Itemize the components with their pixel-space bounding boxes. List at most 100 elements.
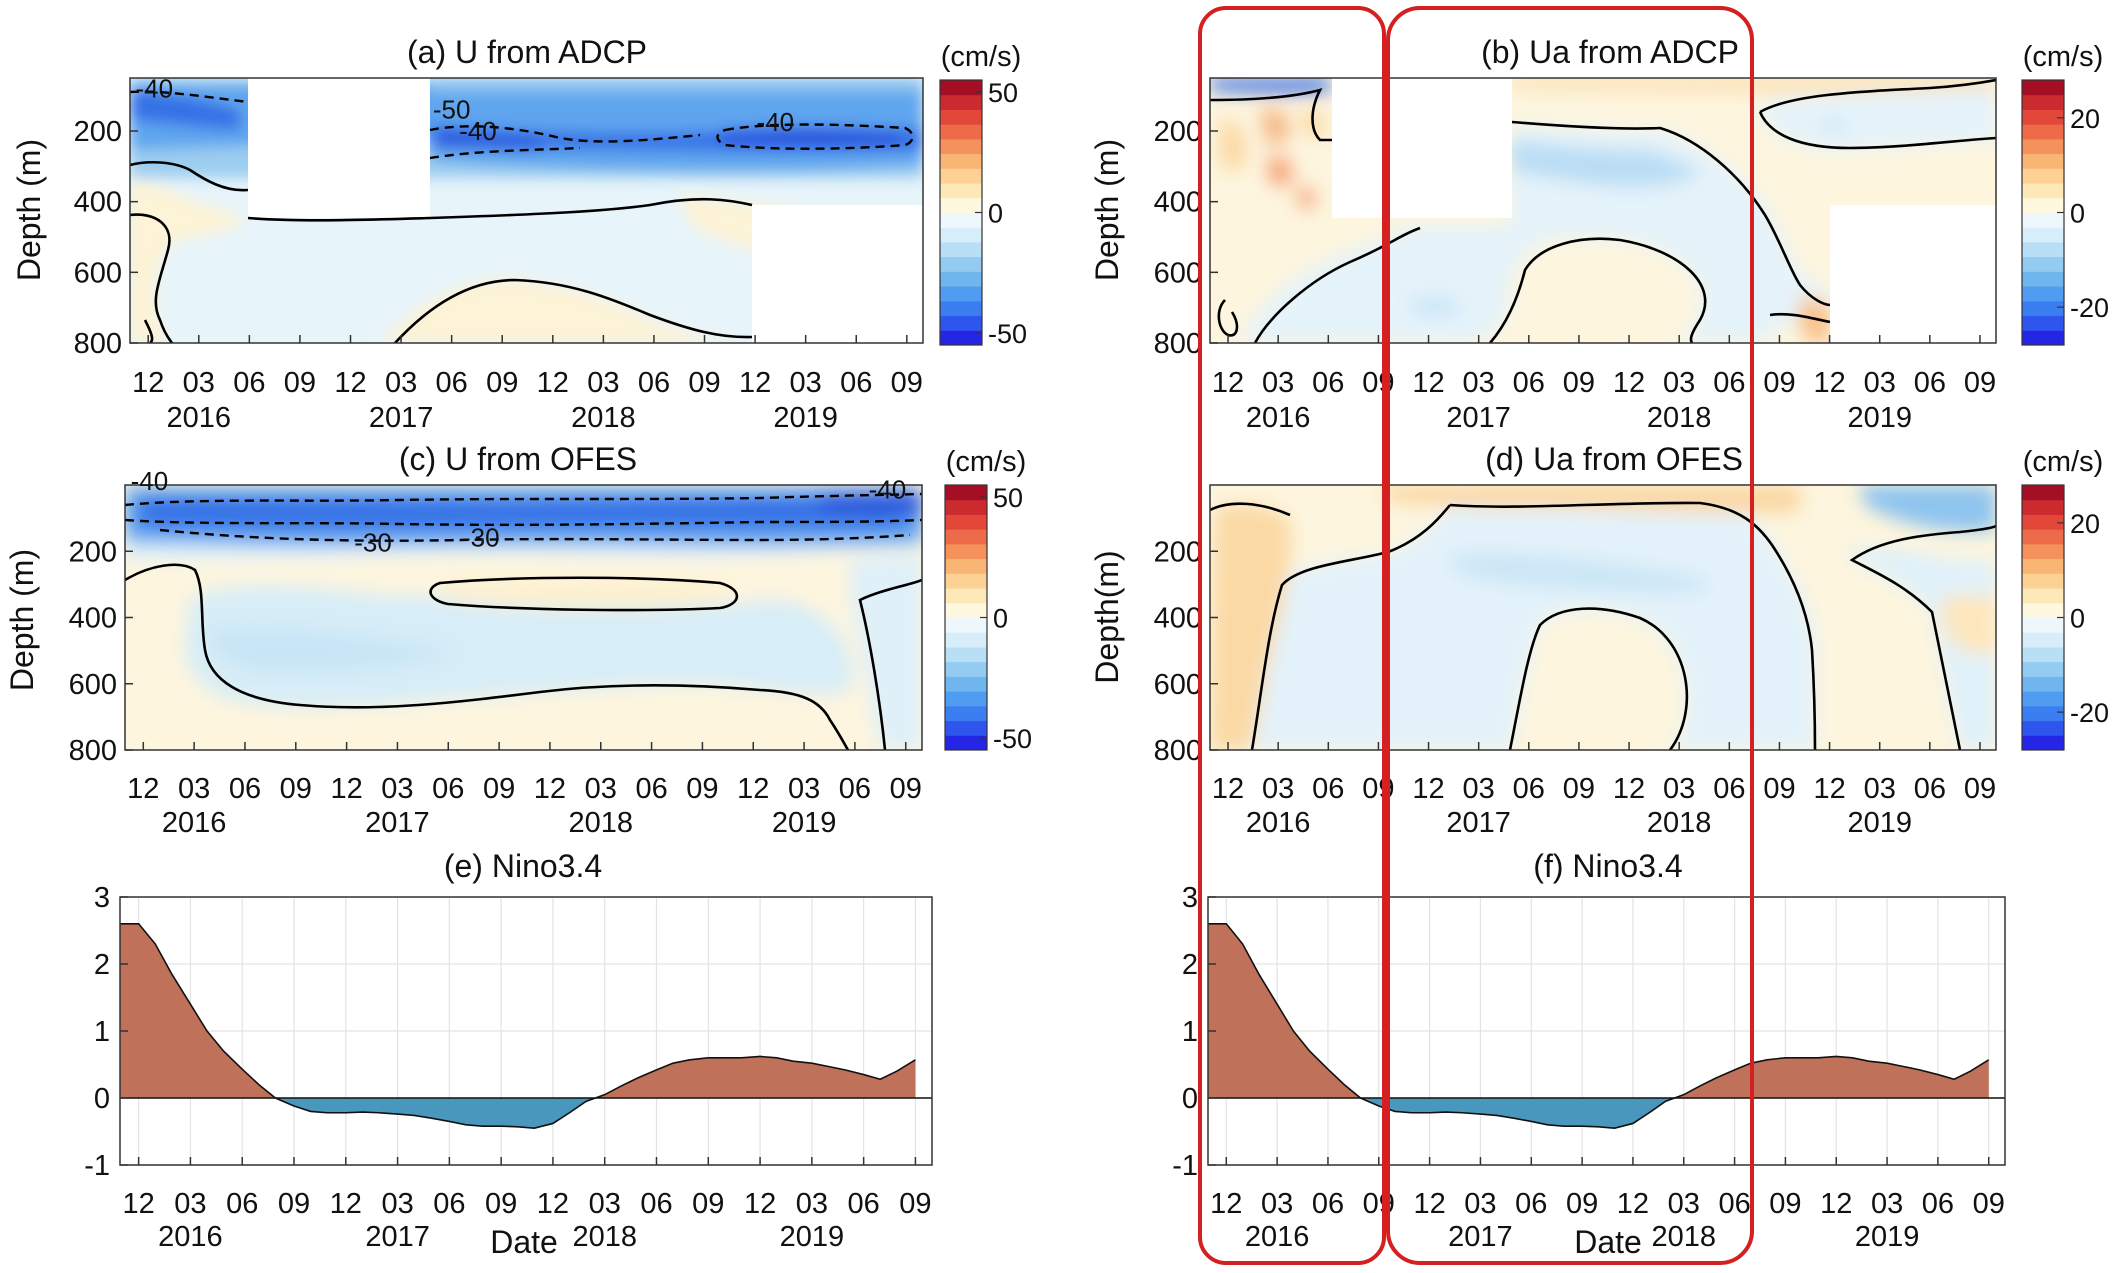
x-tick-label: 12 — [1210, 1188, 1242, 1220]
panel-e-title: (e) Nino3.4 — [444, 848, 602, 884]
x-tick-label: 06 — [1513, 773, 1545, 805]
x-tick-label: 03 — [1261, 1188, 1293, 1220]
colorbar-swatch — [2022, 499, 2064, 515]
panel-c-cool-right — [850, 555, 922, 750]
x-tick-label: 03 — [796, 1188, 828, 1220]
colorbar-swatch — [2022, 676, 2064, 692]
panel-a-zero-contour-5 — [143, 319, 154, 343]
colorbar-tick-label: 20 — [2070, 104, 2100, 134]
x-tick-label: 03 — [1262, 367, 1294, 399]
panel-d-warm-right — [1940, 594, 1996, 654]
colorbar-swatch — [2022, 168, 2064, 184]
panel-e-x-axis: 12 03 06 09 12 03 06 09 12 03 06 09 12 03 06 09 2016 2017… — [123, 1157, 932, 1253]
colorbar-swatch — [2022, 212, 2064, 228]
panel-c-colorbar: 50 0 -50 (cm/s) — [944, 446, 1032, 754]
panel-d-surface-jet-outer — [1860, 485, 1996, 532]
x-tick-label: 09 — [278, 1188, 310, 1220]
panel-a-zero-contour-3 — [247, 197, 753, 222]
colorbar-swatch — [945, 617, 987, 633]
panel-a-axes-frame — [129, 77, 924, 344]
colorbar-swatch — [940, 80, 982, 96]
colorbar-swatch — [2022, 227, 2064, 243]
x-tick-label: 09 — [1563, 773, 1595, 805]
colorbar-swatch — [2022, 558, 2064, 574]
colorbar-swatch — [2022, 485, 2064, 501]
colorbar-swatch — [2022, 109, 2064, 125]
x-tick-label: 09 — [280, 773, 312, 805]
panel-d-cool-region — [1250, 501, 1815, 750]
colorbar-swatch — [2022, 94, 2064, 110]
year-label: 2017 — [365, 807, 430, 839]
colorbar-swatch — [940, 286, 982, 302]
contour-label: -30 — [354, 527, 392, 557]
y-tick-label: 200 — [1154, 536, 1202, 568]
colorbar-swatch — [2022, 300, 2064, 317]
panel-e-xlabel: Date — [490, 1224, 558, 1260]
panel-b-axes-frame — [1209, 77, 1997, 344]
year-label: 2019 — [1847, 402, 1912, 434]
colorbar-swatch — [2022, 602, 2064, 618]
colorbar-tick-label: 20 — [2070, 509, 2100, 539]
year-label: 2019 — [772, 807, 837, 839]
year-label: 2016 — [162, 807, 227, 839]
year-label: 2017 — [1446, 402, 1511, 434]
colorbar-swatch — [945, 573, 987, 589]
y-tick-label: 400 — [1154, 187, 1202, 219]
panel-c-dashed-contour-2 — [125, 518, 922, 527]
colorbar-swatch — [940, 138, 982, 155]
x-tick-label: 06 — [433, 1188, 465, 1220]
colorbar-swatch — [2022, 735, 2064, 751]
colorbar-tick-label: 0 — [2070, 604, 2085, 634]
panel-b-gap-2 — [1830, 205, 1996, 343]
contour-label: -40 — [459, 116, 497, 146]
x-tick-label: 09 — [686, 773, 718, 805]
y-tick-label: 0 — [1182, 1083, 1198, 1115]
panel-c-dashed-contour-3 — [159, 528, 911, 542]
panel-c-zero-contour-3 — [858, 578, 922, 750]
colorbar-swatch — [945, 661, 987, 677]
panel-a-title: (a) U from ADCP — [407, 34, 647, 70]
x-tick-label: 03 — [1668, 1188, 1700, 1220]
x-tick-label: 06 — [1914, 773, 1946, 805]
y-tick-label: 2 — [94, 949, 110, 981]
x-tick-label: 03 — [585, 773, 617, 805]
x-tick-label: 09 — [1769, 1188, 1801, 1220]
x-tick-label: 03 — [1864, 367, 1896, 399]
contour-label: -30 — [462, 522, 500, 552]
x-tick-label: 09 — [284, 367, 316, 399]
panel-c-ylabel: Depth (m) — [4, 549, 40, 691]
year-label: 2018 — [571, 402, 636, 434]
x-tick-label: 06 — [1718, 1188, 1750, 1220]
panel-c-field — [125, 485, 922, 750]
x-tick-label: 06 — [635, 773, 667, 805]
colorbar-swatch — [945, 720, 987, 736]
contour-label: -40 — [757, 107, 795, 137]
panel-d-ylabel: Depth(m) — [1089, 550, 1125, 683]
colorbar-swatch — [2022, 514, 2064, 530]
x-tick-label: 06 — [1312, 367, 1344, 399]
panel-b-y-axis: 200 400 600 800 — [1154, 116, 1218, 360]
colorbar-unit: (cm/s) — [2023, 446, 2104, 478]
panel-c-y-axis: 200 400 600 800 — [69, 536, 133, 767]
x-tick-label: 06 — [1515, 1188, 1547, 1220]
panel-f: (f) Nino3.4 3 2 1 0 -1 12 03 06 09 12 03 06 09 12 03 0… — [1172, 848, 2006, 1260]
y-tick-label: 1 — [1182, 1016, 1198, 1048]
contour-label: -40 — [869, 474, 907, 504]
year-label: 2019 — [1847, 807, 1912, 839]
colorbar-swatch — [940, 94, 982, 110]
panel-b-colorbar: 20 0 -20 (cm/s) — [2021, 41, 2109, 346]
panel-b-title: (b) Ua from ADCP — [1481, 34, 1739, 70]
colorbar-swatch — [2022, 80, 2064, 96]
panel-b-surface-jet — [1210, 78, 1330, 94]
colorbar-swatch — [945, 735, 987, 751]
colorbar-swatch — [2022, 286, 2064, 302]
colorbar-swatch — [2022, 646, 2064, 663]
colorbar-swatch — [2022, 315, 2064, 331]
x-tick-label: 09 — [688, 367, 720, 399]
panel-a-dashed-contour-2 — [429, 125, 701, 143]
y-tick-label: 400 — [74, 187, 122, 219]
x-tick-label: 12 — [1813, 367, 1845, 399]
colorbar-swatch — [940, 212, 982, 228]
y-tick-label: -1 — [1172, 1150, 1198, 1182]
